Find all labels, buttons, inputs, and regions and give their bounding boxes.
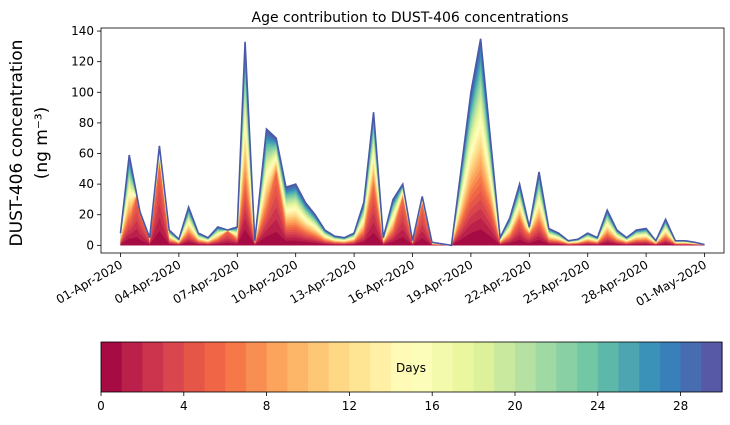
colorbar-tick-label: 20 — [507, 399, 522, 413]
colorbar-level-6 — [225, 342, 247, 392]
age-band-day-23 — [120, 70, 705, 246]
colorbar-label: Days — [396, 361, 426, 375]
colorbar-level-28 — [680, 342, 702, 392]
age-band-day-14 — [120, 122, 705, 246]
x-axis: 01-Apr-202004-Apr-202007-Apr-202010-Apr-… — [54, 253, 709, 309]
age-band-day-0 — [120, 229, 705, 246]
colorbar-level-11 — [328, 342, 350, 392]
y-tick-label: 120 — [71, 55, 94, 69]
y-axis-label-line2: (ng m⁻³) — [32, 107, 52, 180]
colorbar-frame — [100, 341, 723, 393]
total-concentration-line — [119, 38, 705, 247]
colorbar-level-20 — [515, 342, 537, 392]
y-tick-label: 60 — [79, 147, 94, 161]
age-band-day-28 — [120, 43, 705, 246]
colorbar-level-7 — [245, 342, 268, 392]
colorbar-level-8 — [266, 342, 288, 392]
colorbar-tick-label: 28 — [673, 399, 688, 413]
colorbar-level-5 — [204, 342, 226, 392]
colorbar-level-24 — [597, 342, 620, 392]
age-band-day-19 — [120, 92, 705, 246]
age-band-day-27 — [120, 49, 705, 246]
age-band-day-13 — [120, 128, 705, 246]
colorbar-level-19 — [494, 342, 516, 392]
y-tick-label: 20 — [79, 208, 94, 222]
age-band-day-15 — [120, 116, 705, 246]
colorbar-level-18 — [473, 342, 495, 392]
colorbar-level-13 — [370, 342, 392, 392]
age-band-day-17 — [120, 104, 705, 246]
y-axis: 0 20 40 60 80 100 120 140 — [71, 24, 101, 252]
age-band-day-21 — [120, 81, 705, 246]
colorbar-level-1 — [121, 342, 143, 392]
y-tick-label: 100 — [71, 85, 94, 99]
y-tick-label: 40 — [79, 177, 94, 191]
colorbar-level-22 — [556, 342, 578, 392]
y-tick-label: 140 — [71, 24, 94, 38]
colorbar-level-27 — [659, 342, 682, 392]
colorbar-level-4 — [183, 342, 206, 392]
age-band-day-20 — [120, 87, 705, 246]
age-band-day-22 — [120, 76, 705, 246]
colorbar-level-26 — [639, 342, 661, 392]
y-tick-label: 0 — [86, 238, 94, 252]
colorbar-tick-label: 0 — [97, 399, 105, 413]
colorbar-level-3 — [163, 342, 185, 392]
colorbar-level-17 — [452, 342, 475, 392]
y-axis-label-line1: DUST-406 concentration — [7, 40, 27, 247]
colorbar-level-9 — [287, 342, 309, 392]
age-band-day-29 — [120, 38, 705, 246]
plot-area — [119, 38, 705, 247]
y-axis-label: DUST-406 concentration (ng m⁻³) — [7, 40, 52, 247]
colorbar-tick-label: 24 — [590, 399, 605, 413]
y-tick-label: 80 — [79, 116, 94, 130]
colorbar-tick-label: 16 — [425, 399, 440, 413]
colorbar-level-15 — [411, 342, 433, 392]
age-band-day-16 — [120, 110, 705, 246]
colorbar-tick-label: 4 — [180, 399, 188, 413]
colorbar-level-0 — [101, 342, 123, 392]
colorbar-tick-label: 12 — [342, 399, 357, 413]
colorbar-level-12 — [349, 342, 371, 392]
colorbar-level-2 — [142, 342, 164, 392]
colorbar-level-16 — [432, 342, 454, 392]
chart-title: Age contribution to DUST-406 concentrati… — [252, 10, 569, 26]
age-band-day-18 — [120, 98, 705, 246]
age-band-day-24 — [120, 65, 705, 246]
age-band-day-25 — [120, 59, 705, 246]
plot-frame — [100, 27, 725, 254]
colorbar-level-14 — [390, 342, 413, 392]
colorbar-level-23 — [577, 342, 599, 392]
age-band-day-26 — [120, 54, 705, 246]
colorbar-level-10 — [308, 342, 330, 392]
colorbar-tick-label: 8 — [263, 399, 271, 413]
colorbar: 0 4 8 12 16 20 24 28 — [97, 341, 723, 413]
colorbar-level-29 — [701, 342, 723, 392]
colorbar-level-25 — [618, 342, 640, 392]
colorbar-level-21 — [535, 342, 557, 392]
